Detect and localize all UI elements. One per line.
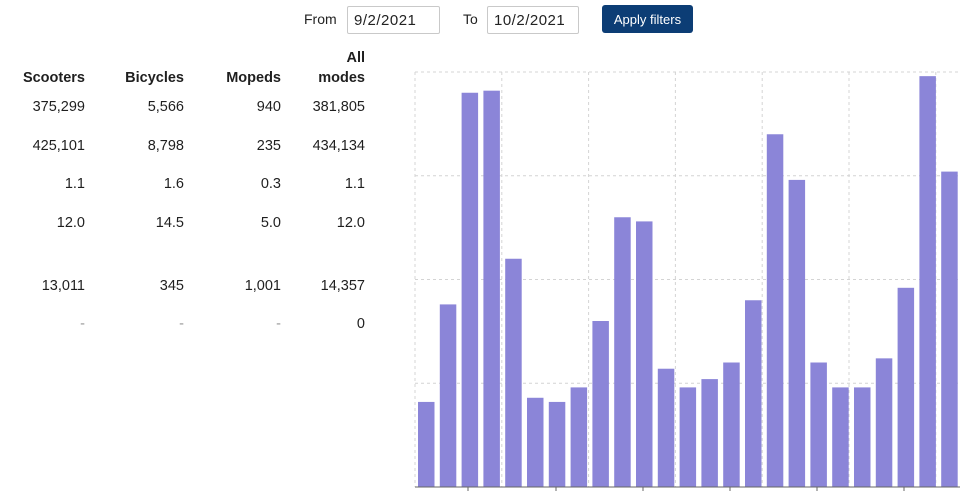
table-row: 13,011 345 1,001 14,357: [8, 266, 365, 305]
table-cell: 1.1: [344, 176, 365, 193]
table-cell: 8,798: [147, 137, 184, 154]
table-cell: -: [80, 316, 85, 333]
bar: [810, 362, 827, 487]
table-spacer-row: [8, 242, 365, 266]
bar: [766, 134, 784, 487]
bar: [745, 300, 762, 487]
bar: [875, 358, 893, 487]
to-date-input[interactable]: [487, 6, 579, 34]
bar: [505, 258, 522, 487]
table-cell: 13,011: [41, 277, 85, 294]
summary-table: Scooters Bicycles Mopeds All modes 375,29…: [8, 40, 365, 344]
from-date-input[interactable]: [347, 6, 440, 34]
table-cell: 375,299: [32, 99, 85, 116]
table-cell: 434,134: [312, 137, 365, 154]
table-cell: -: [179, 316, 184, 333]
table-cell: 0.3: [260, 176, 281, 193]
bar: [897, 287, 915, 487]
bar: [919, 76, 936, 488]
bar: [854, 387, 871, 487]
bar: [788, 179, 806, 487]
table-row: 1.1 1.6 0.3 1.1: [8, 165, 365, 204]
filter-bar: From To Apply filters: [0, 4, 960, 34]
table-cell: 5.0: [260, 215, 281, 232]
header-mopeds: Mopeds: [226, 70, 281, 86]
bar: [592, 321, 609, 487]
table-cell: 1.1: [64, 176, 85, 193]
table-cell: 1,001: [244, 277, 281, 294]
table-cell: 940: [256, 99, 281, 116]
bar: [570, 387, 588, 487]
table-row: 12.0 14.5 5.0 12.0: [8, 204, 365, 243]
header-scooters: Scooters: [22, 70, 85, 86]
bar: [636, 221, 653, 487]
table-cell: 425,101: [32, 137, 85, 154]
table-cell: 235: [256, 137, 281, 154]
apply-filters-button[interactable]: Apply filters: [602, 5, 693, 33]
table-row: 375,299 5,566 940 381,805: [8, 88, 365, 127]
to-label: To: [463, 11, 478, 27]
bar: [461, 92, 479, 487]
bar: [679, 387, 697, 487]
table-cell: 14,357: [320, 277, 365, 294]
table-cell: 345: [159, 277, 184, 294]
table-header-row: Scooters Bicycles Mopeds All modes: [8, 40, 365, 88]
table-cell: -: [276, 316, 281, 333]
header-all-modes-line2: modes: [318, 70, 365, 86]
from-label: From: [304, 11, 337, 27]
table-row: - - - 0: [8, 305, 365, 344]
table-cell: 14.5: [155, 215, 184, 232]
trips-bar-chart: [414, 71, 960, 491]
header-bicycles: Bicycles: [125, 70, 184, 86]
table-cell: 12.0: [336, 215, 365, 232]
bar: [832, 387, 849, 487]
bar: [701, 379, 718, 487]
header-all-modes-line1: All: [346, 50, 365, 66]
bar: [439, 304, 457, 487]
bar: [657, 368, 675, 487]
table-row: 425,101 8,798 235 434,134: [8, 127, 365, 166]
table-cell: 12.0: [56, 215, 85, 232]
bar: [941, 171, 958, 487]
bar: [548, 401, 566, 487]
table-cell: 5,566: [147, 99, 184, 116]
table-cell: 381,805: [312, 99, 365, 116]
table-cell: 0: [356, 316, 365, 333]
header-all-modes: All modes: [281, 40, 365, 88]
bar: [723, 362, 740, 487]
bar: [614, 217, 631, 487]
bar: [483, 90, 500, 488]
bar: [527, 397, 544, 487]
table-cell: 1.6: [163, 176, 184, 193]
bar: [418, 401, 435, 487]
